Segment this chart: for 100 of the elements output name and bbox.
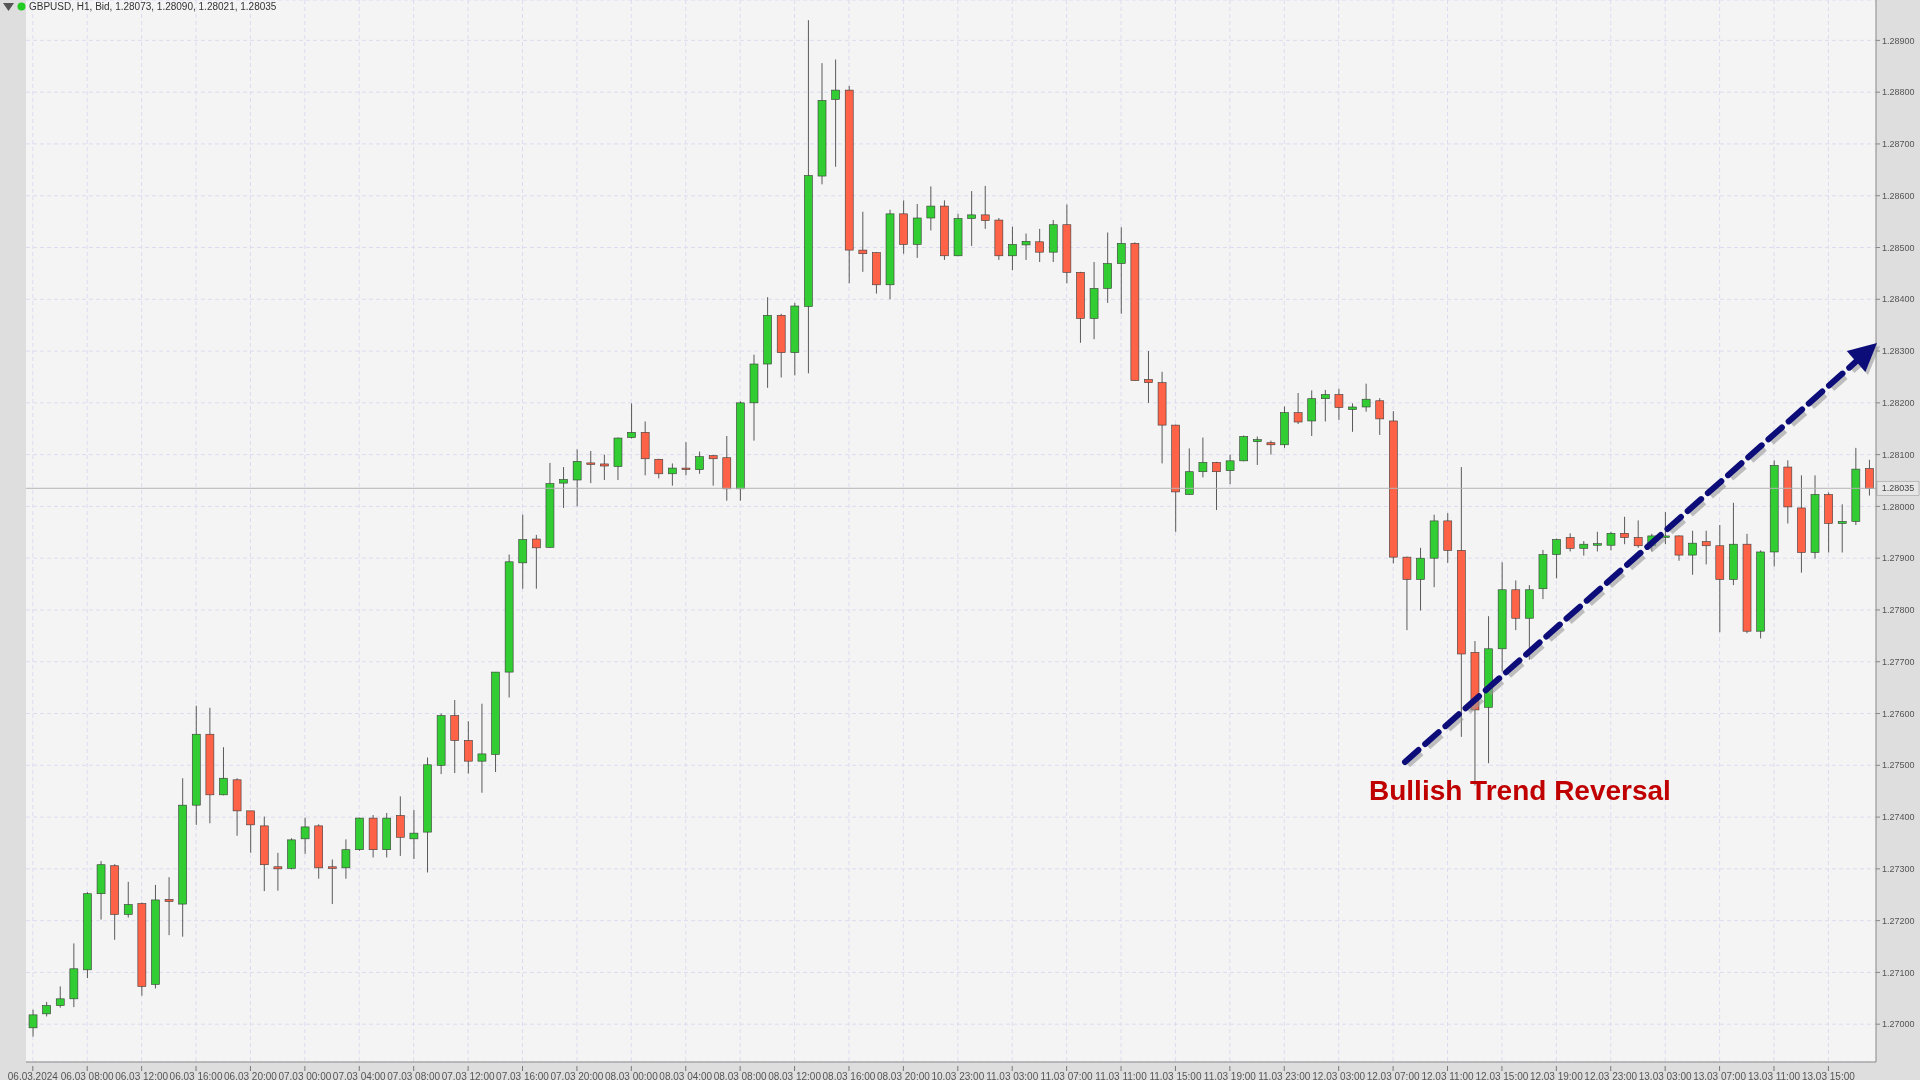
x-tick-label: 10.03 23:00: [931, 1071, 985, 1080]
candlestick: [1361, 383, 1371, 413]
candlestick: [464, 720, 473, 775]
candlestick: [600, 454, 609, 481]
candlestick: [708, 454, 718, 487]
y-tick-label: 1.27000: [1882, 1019, 1915, 1030]
candlestick: [1402, 556, 1412, 631]
candlestick: [1416, 547, 1425, 611]
candlestick: [1606, 531, 1616, 551]
candlestick: [1348, 402, 1357, 433]
ref-line-label: 1.28035: [1881, 483, 1915, 494]
y-tick-label: 1.28600: [1882, 190, 1915, 201]
candlestick: [831, 59, 840, 168]
x-tick-label: 07.03 00:00: [278, 1071, 332, 1080]
candlestick: [858, 211, 868, 273]
candlestick: [1266, 440, 1276, 456]
candlestick: [1307, 389, 1317, 437]
candlestick: [1198, 437, 1208, 478]
candlestick: [1212, 461, 1221, 511]
candlestick: [572, 448, 582, 507]
chart-title: GBPUSD, H1, Bid, 1.28073, 1.28090, 1.28021, 1.28035: [29, 1, 277, 12]
candlestick: [300, 817, 310, 855]
y-tick-label: 1.27200: [1882, 915, 1915, 926]
x-tick-label: 06.03 16:00: [169, 1071, 223, 1080]
candlestick: [1321, 389, 1330, 422]
candlestick: [1837, 503, 1847, 553]
candlestick: [1144, 350, 1153, 404]
x-tick-label: 07.03 12:00: [441, 1071, 495, 1080]
candlestick: [1035, 228, 1044, 263]
candlestick: [55, 985, 65, 1009]
candlestick: [409, 809, 419, 860]
candlestick: [246, 810, 255, 854]
x-tick-label: 08.03 08:00: [713, 1071, 768, 1080]
x-tick-label: 11.03 23:00: [1258, 1071, 1311, 1080]
candlestick: [681, 441, 691, 476]
x-tick-label: 07.03 04:00: [332, 1071, 387, 1080]
y-tick-label: 1.28400: [1882, 294, 1915, 305]
y-tick-label: 1.27600: [1882, 708, 1915, 719]
candlestick: [219, 746, 228, 796]
candlestick: [1334, 388, 1344, 421]
y-tick-label: 1.28200: [1882, 398, 1915, 409]
candlestick: [1674, 534, 1684, 562]
candlestick: [1701, 530, 1711, 565]
x-tick-label: 12.03 23:00: [1584, 1071, 1638, 1080]
candlestick: [273, 852, 283, 892]
candlestick: [559, 466, 568, 509]
candlestick: [341, 838, 351, 880]
x-tick-label: 12.03 07:00: [1366, 1071, 1420, 1080]
candlestick: [695, 451, 704, 475]
y-tick-label: 1.28900: [1882, 35, 1915, 46]
candlestick: [1293, 392, 1303, 425]
candlestick: [1661, 511, 1670, 545]
x-tick-label: 13.03 11:00: [1747, 1071, 1801, 1080]
y-tick-label: 1.28000: [1882, 501, 1915, 512]
candlestick: [668, 462, 677, 487]
x-tick-label: 08.03 20:00: [876, 1071, 931, 1080]
x-tick-label: 12.03 19:00: [1529, 1071, 1584, 1080]
candlestick: [1375, 397, 1385, 436]
y-tick-label: 1.27100: [1882, 967, 1915, 978]
x-tick-label: 13.03 03:00: [1638, 1071, 1693, 1080]
y-tick-label: 1.27700: [1882, 656, 1915, 667]
y-tick-label: 1.27400: [1882, 812, 1915, 823]
x-tick-label: 08.03 04:00: [659, 1071, 713, 1080]
candlestick: [1253, 436, 1262, 466]
x-tick-label: 11.03 07:00: [1040, 1071, 1094, 1080]
y-tick-label: 1.27300: [1882, 864, 1915, 875]
candlestick: [627, 402, 636, 440]
y-tick-label: 1.27800: [1882, 605, 1915, 616]
y-tick-label: 1.28500: [1882, 242, 1915, 253]
candlestick: [1021, 233, 1031, 261]
candlestick: [477, 703, 487, 794]
x-tick-label: 13.03 15:00: [1801, 1071, 1856, 1080]
x-tick-label: 06.03 20:00: [224, 1071, 278, 1080]
candlestick: [164, 876, 174, 936]
candlestick: [1593, 531, 1602, 552]
annotation: Bullish Trend Reversal: [1369, 775, 1671, 807]
candlestick: [586, 450, 596, 484]
candlestick: [1633, 519, 1643, 549]
x-tick-label: 11.03 03:00: [986, 1071, 1039, 1080]
x-tick-label: 11.03 15:00: [1149, 1071, 1202, 1080]
candlestick: [1116, 226, 1126, 315]
candlestick: [396, 795, 405, 857]
x-tick-label: 13.03 07:00: [1693, 1071, 1747, 1080]
x-tick-label: 12.03 11:00: [1421, 1071, 1474, 1080]
x-tick-label: 11.03 19:00: [1203, 1071, 1257, 1080]
x-tick-label: 07.03 16:00: [496, 1071, 550, 1080]
x-tick-label: 11.03 11:00: [1095, 1071, 1148, 1080]
candlestick: [1620, 516, 1629, 545]
candlestick: [1225, 454, 1235, 485]
candlestick: [532, 534, 541, 590]
candlestick: [926, 185, 936, 231]
candlestick: [518, 514, 528, 590]
candlestick: [980, 185, 990, 230]
x-tick-label: 08.03 16:00: [822, 1071, 876, 1080]
y-tick-label: 1.27900: [1882, 553, 1915, 564]
candlestick: [967, 190, 976, 247]
x-tick-label: 06.03 12:00: [115, 1071, 169, 1080]
x-tick-label: 08.03 00:00: [604, 1071, 659, 1080]
candlestick: [123, 881, 133, 919]
y-tick-label: 1.27500: [1882, 760, 1915, 771]
